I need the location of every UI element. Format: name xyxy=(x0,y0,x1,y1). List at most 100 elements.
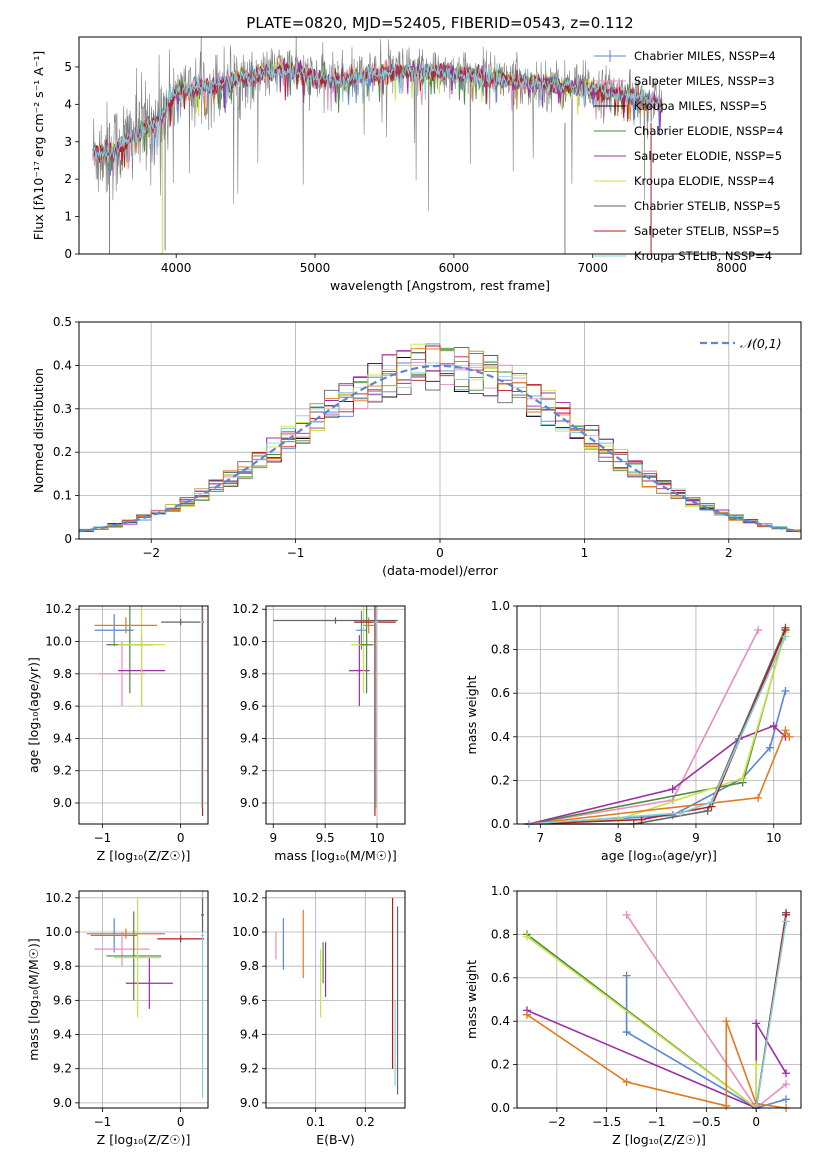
weight-marker xyxy=(622,1077,631,1086)
axes-frame xyxy=(265,890,406,1109)
weight-marker xyxy=(765,743,774,752)
y-tick-label: 0 xyxy=(64,532,72,546)
legend-label: Salpeter MILES, NSSP=3 xyxy=(634,74,775,88)
y-tick-label: 9.6 xyxy=(53,993,72,1007)
y-tick-label: 1 xyxy=(64,210,72,224)
axes-frame xyxy=(78,890,209,1109)
weight-line xyxy=(625,975,787,1109)
plot-area xyxy=(524,623,794,828)
weight-marker xyxy=(769,721,778,730)
weight-marker xyxy=(781,687,790,696)
y-tick-label: 10.2 xyxy=(45,891,72,905)
y-axis-label: Flux [fλ10⁻¹⁷ erg cm⁻² s⁻¹ A⁻¹] xyxy=(31,51,46,240)
x-axis-label: wavelength [Angstrom, rest frame] xyxy=(330,278,550,293)
weight-marker xyxy=(668,785,677,794)
y-tick-label: 9.0 xyxy=(53,1096,72,1110)
plot-area xyxy=(92,37,663,254)
x-axis-label: mass [log₁₀(M/M☉)] xyxy=(274,848,396,863)
x-tick-label: 4000 xyxy=(161,261,192,275)
x-tick-label: −1 xyxy=(287,546,305,560)
weight-marker xyxy=(781,726,790,735)
x-tick-label: 9 xyxy=(269,831,277,845)
x-axis-label: age [log₁₀(age/yr)] xyxy=(601,848,717,863)
x-tick-label: −1.5 xyxy=(592,1115,621,1129)
weight-marker xyxy=(637,815,646,824)
y-tick-label: 9.6 xyxy=(53,699,72,713)
x-tick-label: −2 xyxy=(142,546,160,560)
y-tick-label: 9.2 xyxy=(53,1062,72,1076)
y-tick-label: 9.6 xyxy=(240,993,259,1007)
weight-line xyxy=(528,629,759,825)
x-tick-label: 1 xyxy=(581,546,589,560)
weight-marker xyxy=(752,1019,761,1028)
y-tick-label: 0.8 xyxy=(491,927,510,941)
weight-marker xyxy=(754,793,763,802)
weight-marker xyxy=(676,809,685,818)
legend-label: 𝒩(0,1) xyxy=(740,336,782,351)
y-tick-label: 4 xyxy=(64,97,72,111)
y-tick-label: 9.2 xyxy=(240,1062,259,1076)
x-tick-label: 0.1 xyxy=(306,1115,325,1129)
y-tick-label: 10.2 xyxy=(232,602,259,616)
weight-marker xyxy=(622,910,631,919)
weight-marker xyxy=(668,811,677,820)
x-tick-label: 7000 xyxy=(577,261,608,275)
y-tick-label: 9.6 xyxy=(240,699,259,713)
y-tick-label: 1.0 xyxy=(491,884,510,898)
y-tick-label: 9.8 xyxy=(240,667,259,681)
x-tick-label: 0 xyxy=(752,1115,760,1129)
weight-vs-age-panel: 7 8 9 10 0.0 0.2 0.4 0.6 0.8 1.0 age [log₁₀(age/yr… xyxy=(464,599,802,863)
x-tick-label: 10 xyxy=(766,831,781,845)
weight-marker xyxy=(781,632,790,641)
age-vs-mass-panel: 9 9.5 10 9.0 9.2 9.4 9.6 9.8 10.0 10.2 mass [log₁₀… xyxy=(232,602,406,863)
weight-line xyxy=(526,935,757,1110)
x-tick-label: 6000 xyxy=(439,261,470,275)
y-axis-label: age [log₁₀(age/yr)] xyxy=(26,657,41,773)
y-tick-label: 9.8 xyxy=(53,959,72,973)
axes-frame xyxy=(516,605,802,825)
y-tick-label: 9.0 xyxy=(240,796,259,810)
age-vs-metallicity-panel: −1 0 9.0 9.2 9.4 9.6 9.8 10.0 10.2 Z [log₁₀(Z/Z☉)… xyxy=(26,602,209,863)
spectrum-panel: 4000 5000 6000 7000 8000 0 1 2 3 4 5 wavelength [An… xyxy=(31,36,802,293)
y-tick-label: 10.2 xyxy=(232,891,259,905)
weight-line xyxy=(526,1014,787,1109)
axes-frame xyxy=(516,890,802,1109)
figure-title: PLATE=0820, MJD=52405, FIBERID=0543, z=0… xyxy=(246,14,633,32)
y-tick-label: 0.8 xyxy=(491,643,510,657)
y-tick-label: 10.0 xyxy=(45,925,72,939)
y-tick-label: 2 xyxy=(64,172,72,186)
x-axis-label: E(B-V) xyxy=(316,1132,355,1147)
y-tick-label: 0.4 xyxy=(491,1014,510,1028)
y-tick-label: 0.4 xyxy=(491,730,510,744)
y-tick-label: 9.4 xyxy=(53,731,72,745)
y-tick-label: 9.0 xyxy=(53,796,72,810)
x-tick-label: −1 xyxy=(94,1115,112,1129)
y-tick-label: 5 xyxy=(64,60,72,74)
weight-marker xyxy=(754,625,763,634)
x-tick-label: 8 xyxy=(614,831,622,845)
x-tick-label: 0 xyxy=(177,831,185,845)
weight-line xyxy=(528,636,787,825)
x-tick-label: −2 xyxy=(548,1115,566,1129)
residual-histogram-panel: −2 −1 0 1 2 0 0.1 0.2 0.3 0.4 0.5 (data-model)/erro… xyxy=(31,315,802,578)
y-axis-label: mass weight xyxy=(464,960,479,1039)
x-tick-label: 5000 xyxy=(300,261,331,275)
x-tick-label: −1 xyxy=(648,1115,666,1129)
weight-line xyxy=(528,728,790,825)
residual-histogram xyxy=(79,348,801,531)
x-tick-label: 8000 xyxy=(716,261,747,275)
x-tick-label: 9 xyxy=(692,831,700,845)
x-tick-label: 2 xyxy=(725,546,733,560)
normal-curve xyxy=(78,364,802,533)
x-tick-label: 0 xyxy=(436,546,444,560)
legend-label: Chabrier MILES, NSSP=4 xyxy=(634,49,776,63)
y-tick-label: 0.5 xyxy=(53,315,72,329)
weight-marker xyxy=(622,1028,631,1037)
legend-label: Salpeter ELODIE, NSSP=5 xyxy=(634,149,782,163)
plot-area xyxy=(78,343,802,533)
y-tick-label: 10.0 xyxy=(232,925,259,939)
y-tick-label: 9.8 xyxy=(53,667,72,681)
mass-vs-ebv-panel: 0.1 0.2 9.0 9.2 9.4 9.6 9.8 10.0 10.2 E(B-V) xyxy=(232,890,406,1147)
y-axis-label: mass weight xyxy=(464,675,479,754)
